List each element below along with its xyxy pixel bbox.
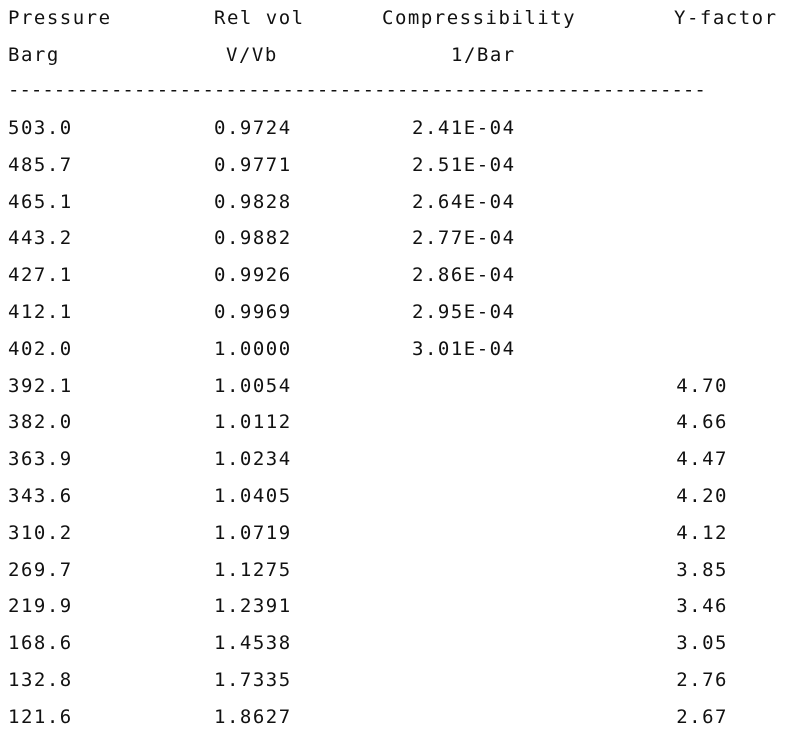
- cell-pressure: 392.1: [8, 374, 73, 397]
- table-row: 427.1 0.9926 2.86E-04: [0, 263, 807, 287]
- cell-rel-vol: 1.0112: [214, 411, 292, 434]
- table-row: 219.9 1.2391 3.46: [0, 594, 807, 618]
- cell-compressibility: 2.86E-04: [412, 264, 516, 287]
- table-row: 465.1 0.9828 2.64E-04: [0, 190, 807, 214]
- cell-compressibility: 2.95E-04: [412, 301, 516, 323]
- cell-rel-vol: 1.1275: [214, 558, 292, 581]
- cell-pressure: 343.6: [8, 485, 73, 507]
- cell-y-factor: 4.47: [676, 448, 728, 471]
- table-row: 363.9 1.0234 4.47: [0, 447, 807, 471]
- cell-y-factor: 2.67: [676, 705, 728, 728]
- cell-rel-vol: 0.9882: [214, 227, 292, 250]
- cell-y-factor: 3.05: [676, 632, 728, 655]
- cell-y-factor: 4.12: [676, 521, 728, 544]
- table-row: 269.7 1.1275 3.85: [0, 558, 807, 582]
- table-row: 310.2 1.0719 4.12: [0, 521, 807, 545]
- cell-rel-vol: 0.9771: [214, 153, 292, 176]
- cell-pressure: 443.2: [8, 227, 73, 250]
- cell-pressure: 402.0: [8, 337, 73, 360]
- cell-rel-vol: 1.0054: [214, 374, 292, 397]
- header-rel-vol: Rel vol: [214, 7, 305, 29]
- cell-y-factor: 4.66: [676, 411, 728, 434]
- table-row: 392.1 1.0054 4.70: [0, 374, 807, 398]
- cell-pressure: 503.0: [8, 117, 73, 139]
- table-row: 443.2 0.9882 2.77E-04: [0, 226, 807, 250]
- cell-y-factor: 4.70: [676, 374, 728, 397]
- cell-rel-vol: 0.9828: [214, 190, 292, 213]
- cell-rel-vol: 0.9969: [214, 301, 292, 323]
- cell-pressure: 485.7: [8, 153, 73, 176]
- header-pressure-unit: Barg: [8, 44, 60, 66]
- cell-pressure: 219.9: [8, 595, 73, 618]
- cell-pressure: 427.1: [8, 264, 73, 287]
- header-pressure: Pressure: [8, 7, 112, 29]
- header-y-factor: Y-factor: [674, 7, 778, 29]
- cell-pressure: 168.6: [8, 632, 73, 655]
- cell-rel-vol: 1.0234: [214, 448, 292, 471]
- cell-y-factor: 3.85: [676, 558, 728, 581]
- cell-rel-vol: 0.9926: [214, 264, 292, 287]
- separator-line: ----------------------------------------…: [8, 80, 706, 100]
- table-row: 343.6 1.0405 4.20: [0, 484, 807, 508]
- table-row: 382.0 1.0112 4.66: [0, 410, 807, 434]
- cell-y-factor: 3.46: [676, 595, 728, 618]
- header-compressibility-unit: 1/Bar: [451, 44, 516, 66]
- table-row: 402.0 1.0000 3.01E-04: [0, 337, 807, 361]
- cell-y-factor: 2.76: [676, 669, 728, 691]
- cell-rel-vol: 1.0719: [214, 521, 292, 544]
- cell-compressibility: 2.77E-04: [412, 227, 516, 250]
- table-row: 168.6 1.4538 3.05: [0, 631, 807, 655]
- cell-compressibility: 2.64E-04: [412, 190, 516, 213]
- table-row: 485.7 0.9771 2.51E-04: [0, 153, 807, 177]
- cell-pressure: 412.1: [8, 301, 73, 323]
- cell-pressure: 382.0: [8, 411, 73, 434]
- cell-pressure: 121.6: [8, 705, 73, 728]
- cell-rel-vol: 1.0405: [214, 485, 292, 507]
- header-rel-vol-unit: V/Vb: [226, 44, 278, 66]
- cell-pressure: 465.1: [8, 190, 73, 213]
- cell-rel-vol: 1.2391: [214, 595, 292, 618]
- cell-pressure: 310.2: [8, 521, 73, 544]
- table-row: 132.8 1.7335 2.76: [0, 668, 807, 692]
- table-row: 412.1 0.9969 2.95E-04: [0, 300, 807, 324]
- cell-rel-vol: 1.7335: [214, 669, 292, 691]
- cell-pressure: 269.7: [8, 558, 73, 581]
- cell-y-factor: 4.20: [676, 485, 728, 507]
- cell-rel-vol: 0.9724: [214, 117, 292, 139]
- cell-compressibility: 2.51E-04: [412, 153, 516, 176]
- table-row: 503.0 0.9724 2.41E-04: [0, 116, 807, 140]
- table-row: 121.6 1.8627 2.67: [0, 705, 807, 729]
- cell-pressure: 363.9: [8, 448, 73, 471]
- cell-compressibility: 2.41E-04: [412, 117, 516, 139]
- cell-compressibility: 3.01E-04: [412, 337, 516, 360]
- cell-pressure: 132.8: [8, 669, 73, 691]
- cell-rel-vol: 1.0000: [214, 337, 292, 360]
- header-compressibility: Compressibility: [382, 7, 577, 29]
- cell-rel-vol: 1.8627: [214, 705, 292, 728]
- cell-rel-vol: 1.4538: [214, 632, 292, 655]
